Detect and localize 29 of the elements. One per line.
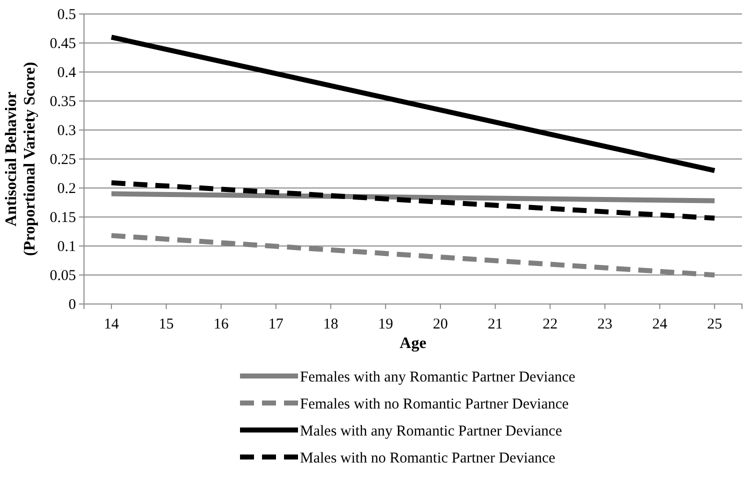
y-tick-label: 0.45 bbox=[50, 36, 76, 52]
x-tick-label: 20 bbox=[432, 316, 448, 332]
x-axis-title: Age bbox=[400, 335, 426, 352]
legend-label: Males with no Romantic Partner Deviance bbox=[300, 450, 556, 466]
x-tick-label: 25 bbox=[707, 316, 722, 332]
x-tick-label: 15 bbox=[158, 316, 174, 332]
x-tick-label: 17 bbox=[268, 316, 284, 332]
y-tick-label: 0.1 bbox=[57, 238, 76, 255]
y-tick-label: 0.2 bbox=[57, 180, 76, 197]
x-tick-label: 16 bbox=[214, 316, 230, 332]
x-tick-label: 19 bbox=[378, 316, 394, 332]
x-tick-label: 22 bbox=[542, 316, 558, 332]
x-tick-label: 18 bbox=[323, 316, 338, 332]
y-tick-label: 0.35 bbox=[50, 94, 76, 110]
y-tick-label: 0.25 bbox=[50, 152, 76, 168]
legend-label: Females with no Romantic Partner Deviance bbox=[300, 396, 570, 412]
x-tick-label: 14 bbox=[104, 316, 120, 332]
y-tick-label: 0.15 bbox=[50, 210, 76, 226]
x-tick-label: 21 bbox=[488, 316, 503, 332]
x-tick-label: 24 bbox=[652, 316, 668, 332]
y-axis-title: Antisocial Behavior (Proportional Variety Score) bbox=[3, 62, 38, 256]
y-tick-label: 0.05 bbox=[50, 268, 76, 284]
y-tick-label: 0.4 bbox=[57, 64, 76, 81]
legend-label: Males with any Romantic Partner Deviance bbox=[300, 423, 562, 440]
y-tick-label: 0.5 bbox=[57, 6, 76, 23]
y-tick-label: 0.3 bbox=[57, 122, 76, 139]
x-tick-label: 23 bbox=[597, 316, 612, 332]
y-tick-label: 0 bbox=[68, 296, 76, 313]
legend-label: Females with any Romantic Partner Deviance bbox=[300, 369, 576, 386]
